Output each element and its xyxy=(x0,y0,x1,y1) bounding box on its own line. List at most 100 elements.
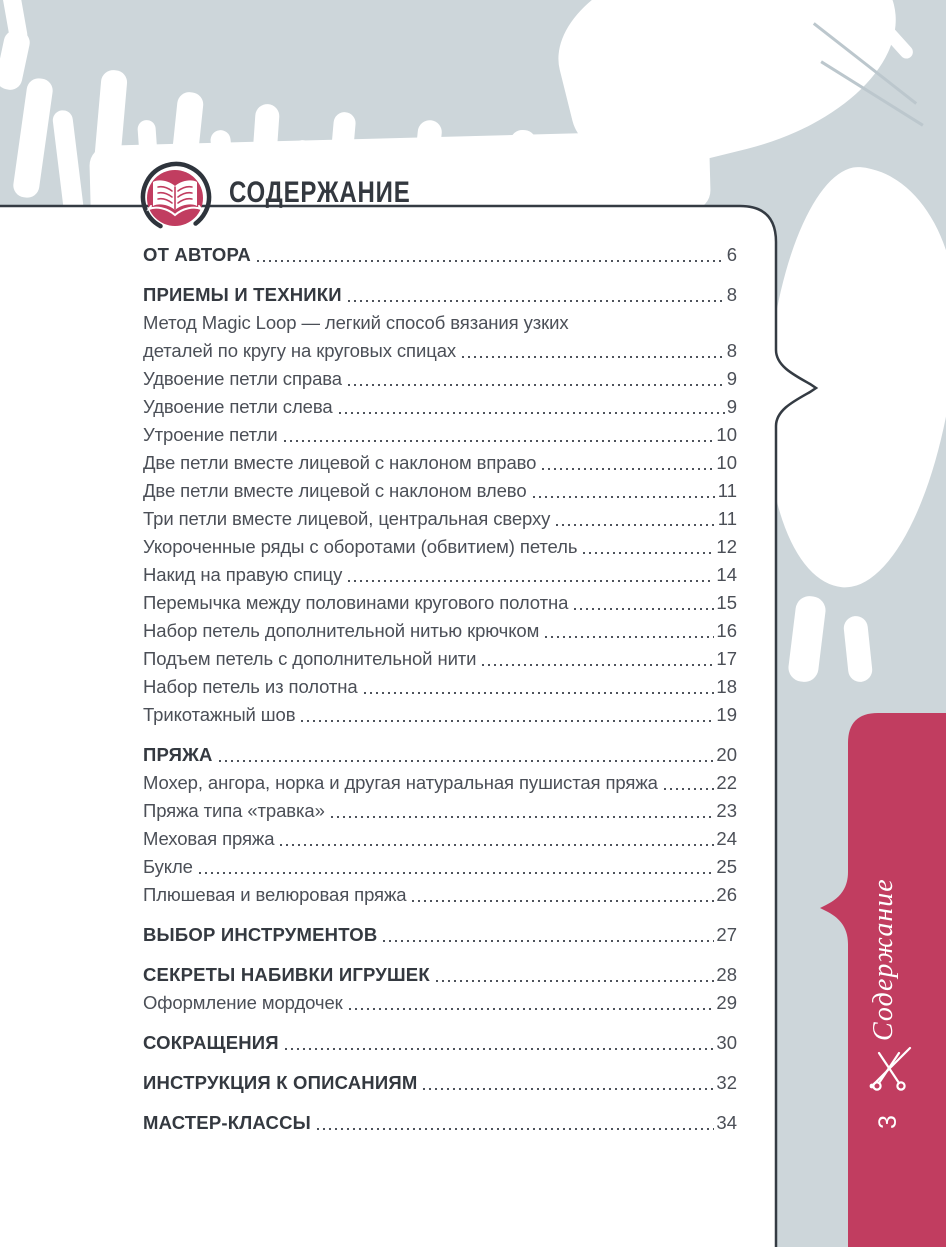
toc-leader-dots xyxy=(583,552,715,554)
toc-entry-label: Подъем петель с дополнительной нити xyxy=(143,648,477,669)
toc-entry: Трикотажный шов 19 xyxy=(143,699,737,727)
toc-leader-dots xyxy=(435,980,715,982)
toc-entry-label: Пряжа типа «травка» xyxy=(143,800,325,821)
toc-entry-page: 11 xyxy=(717,480,737,501)
toc-entry-page: 28 xyxy=(716,964,737,985)
toc-entry-page: 16 xyxy=(716,620,737,641)
toc-entry-page: 30 xyxy=(716,1032,737,1053)
toc-entry-label: деталей по кругу на круговых спицах xyxy=(143,340,457,361)
toc-entry: ИНСТРУКЦИЯ К ОПИСАНИЯМ 32 xyxy=(143,1067,737,1095)
toc-leader-dots xyxy=(663,788,715,790)
toc-entry-label: Плюшевая и велюровая пряжа xyxy=(143,884,407,905)
toc-entry-page: 14 xyxy=(716,564,737,585)
toc-entry: Удвоение петли слева 9 xyxy=(143,391,737,419)
toc-leader-dots xyxy=(347,300,725,302)
toc-entry-label: ПРЯЖА xyxy=(143,744,213,765)
scissors-and-needle-icon xyxy=(869,1046,912,1091)
toc-entry-page: 10 xyxy=(716,424,737,445)
toc-leader-dots xyxy=(462,356,725,358)
toc-entry: Меховая пряжа 24 xyxy=(143,823,737,851)
toc-leader-dots xyxy=(316,1128,715,1130)
toc-entry-page: 18 xyxy=(716,676,737,697)
toc-entry: Оформление мордочек 29 xyxy=(143,987,737,1015)
toc-leader-dots xyxy=(383,940,715,942)
toc-entry: ПРЯЖА 20 xyxy=(143,739,737,767)
toc-entry-page: 11 xyxy=(717,508,737,529)
toc-entry: Накид на правую спицу 14 xyxy=(143,559,737,587)
toc-entry: Букле 25 xyxy=(143,851,737,879)
toc-entry: Мохер, ангора, норка и другая натуральна… xyxy=(143,767,737,795)
toc-entry-page: 24 xyxy=(716,828,737,849)
toc-entry-page: 15 xyxy=(716,592,737,613)
toc-entry-label: Три петли вместе лицевой, центральная св… xyxy=(143,508,551,529)
toc-leader-dots xyxy=(330,816,715,818)
toc-leader-dots xyxy=(412,900,715,902)
toc-leader-dots xyxy=(482,664,715,666)
toc-leader-dots xyxy=(283,440,715,442)
toc-entry-label: Перемычка между половинами кругового пол… xyxy=(143,592,569,613)
toc-entry: ПРИЕМЫ И ТЕХНИКИ 8 xyxy=(143,279,737,307)
toc-entry-page: 22 xyxy=(716,772,737,793)
toc-entry-page: 10 xyxy=(716,452,737,473)
toc-entry-label: ОТ АВТОРА xyxy=(143,244,251,265)
toc-entry: МАСТЕР-КЛАССЫ 34 xyxy=(143,1107,737,1135)
toc-entry: Две петли вместе лицевой с наклоном влев… xyxy=(143,475,737,503)
toc-entry-label: Накид на правую спицу xyxy=(143,564,343,585)
toc-entry-page: 27 xyxy=(716,924,737,945)
toc-entry: Перемычка между половинами кругового пол… xyxy=(143,587,737,615)
toc-entry-page: 8 xyxy=(726,340,737,361)
toc-entry-label: Удвоение петли слева xyxy=(143,396,333,417)
toc-entry: Метод Magic Loop — легкий способ вязания… xyxy=(143,307,737,335)
toc-leader-dots xyxy=(256,260,725,262)
toc-leader-dots xyxy=(363,692,715,694)
toc-leader-dots xyxy=(348,580,715,582)
toc-leader-dots xyxy=(532,496,716,498)
toc-entry: ВЫБОР ИНСТРУМЕНТОВ 27 xyxy=(143,919,737,947)
toc-leader-dots xyxy=(545,636,715,638)
toc-leader-dots xyxy=(280,844,715,846)
toc-entry: Удвоение петли справа 9 xyxy=(143,363,737,391)
toc-leader-dots xyxy=(348,1008,715,1010)
toc-entry-page: 9 xyxy=(726,396,737,417)
toc-entry: Пряжа типа «травка» 23 xyxy=(143,795,737,823)
toc-entry-label: Набор петель дополнительной нитью крючко… xyxy=(143,620,540,641)
toc-entry-label: Трикотажный шов xyxy=(143,704,296,725)
toc-entry: Набор петель из полотна 18 xyxy=(143,671,737,699)
toc-entry: Подъем петель с дополнительной нити 17 xyxy=(143,643,737,671)
toc-leader-dots xyxy=(347,384,725,386)
toc-entry-label: Меховая пряжа xyxy=(143,828,275,849)
tab-page-number: 3 xyxy=(874,1115,902,1129)
toc-entry-label: МАСТЕР-КЛАССЫ xyxy=(143,1112,311,1133)
toc-entry-label: Две петли вместе лицевой с наклоном впра… xyxy=(143,452,537,473)
toc-entry-page: 32 xyxy=(716,1072,737,1093)
open-book-icon xyxy=(140,161,212,233)
toc-entry-label: ПРИЕМЫ И ТЕХНИКИ xyxy=(143,284,342,305)
toc-entry-label: Набор петель из полотна xyxy=(143,676,358,697)
toc-entry: СОКРАЩЕНИЯ 30 xyxy=(143,1027,737,1055)
toc-leader-dots xyxy=(338,412,725,414)
toc-entry: деталей по кругу на круговых спицах 8 xyxy=(143,335,737,363)
toc-entry-label: Две петли вместе лицевой с наклоном влев… xyxy=(143,480,527,501)
toc-leader-dots xyxy=(284,1048,715,1050)
toc-entry: Укороченные ряды с оборотами (обвитием) … xyxy=(143,531,737,559)
toc-entry-page: 6 xyxy=(726,244,737,265)
toc-entry-label: Оформление мордочек xyxy=(143,992,343,1013)
page-title: СОДЕРЖАНИЕ xyxy=(229,176,411,209)
toc-leader-dots xyxy=(218,760,715,762)
toc-entry-page: 23 xyxy=(716,800,737,821)
toc-entry-label: СЕКРЕТЫ НАБИВКИ ИГРУШЕК xyxy=(143,964,430,985)
toc-entry: Плюшевая и велюровая пряжа 26 xyxy=(143,879,737,907)
toc-entry-page: 17 xyxy=(716,648,737,669)
toc-entry-label: ИНСТРУКЦИЯ К ОПИСАНИЯМ xyxy=(143,1072,418,1093)
toc-entry-label: СОКРАЩЕНИЯ xyxy=(143,1032,279,1053)
toc-entry-page: 9 xyxy=(726,368,737,389)
toc-entry-page: 34 xyxy=(716,1112,737,1133)
toc-list: ОТ АВТОРА 6 ПРИЕМЫ И ТЕХНИКИ 8 Метод Mag… xyxy=(143,239,737,1135)
toc-entry-page: 29 xyxy=(716,992,737,1013)
toc-entry: СЕКРЕТЫ НАБИВКИ ИГРУШЕК 28 xyxy=(143,959,737,987)
toc-leader-dots xyxy=(542,468,715,470)
toc-leader-dots xyxy=(198,872,715,874)
toc-entry: ОТ АВТОРА 6 xyxy=(143,239,737,267)
